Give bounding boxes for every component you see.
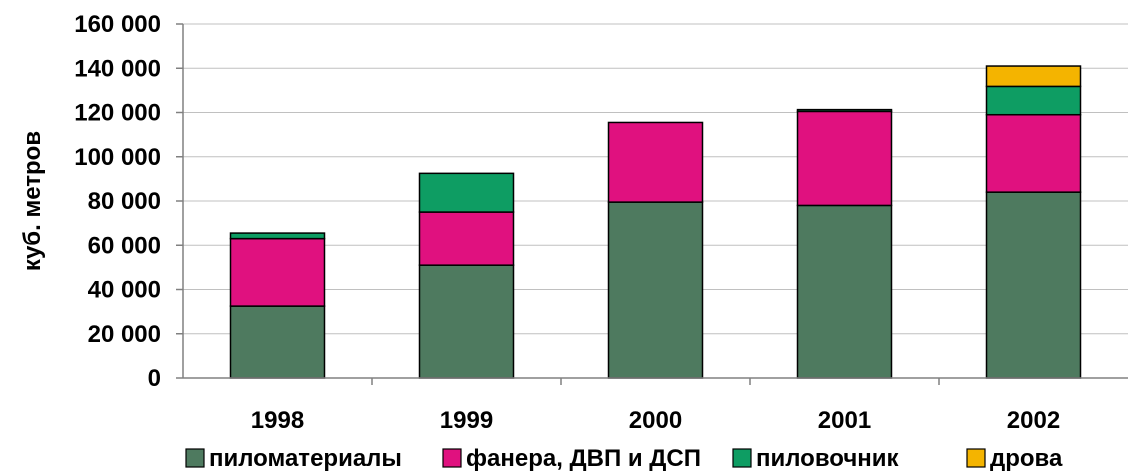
x-tick-label: 2001 xyxy=(818,407,871,434)
legend-label: пиловочник xyxy=(756,445,900,472)
y-tick-label: 20 000 xyxy=(88,321,161,348)
bar-segment xyxy=(607,121,704,203)
y-axis-tick-labels: 0 20 000 40 000 60 000 80 000 100 000 120 000 1… xyxy=(74,11,161,392)
y-tick-label: 80 000 xyxy=(88,188,161,215)
x-tick-label: 2000 xyxy=(629,407,682,434)
legend-label: фанера, ДВП и ДСП xyxy=(466,445,701,472)
bar-segment xyxy=(418,172,515,213)
y-tick-label: 160 000 xyxy=(74,11,161,38)
bar-segment xyxy=(418,264,515,379)
legend-swatch xyxy=(185,448,205,468)
y-axis-title: куб. метров xyxy=(19,131,46,271)
y-tick-label: 120 000 xyxy=(74,100,161,127)
legend-label: пиломатериалы xyxy=(209,445,402,472)
bar-segment xyxy=(985,191,1082,379)
legend-swatch xyxy=(966,448,986,468)
bar-segment xyxy=(796,108,893,113)
x-tick-label: 2002 xyxy=(1007,407,1060,434)
bar-segment xyxy=(229,305,326,379)
y-tick-label: 0 xyxy=(148,365,161,392)
bar-segment xyxy=(985,65,1082,88)
axes xyxy=(182,24,1128,379)
bar-segment xyxy=(229,232,326,240)
y-tick-label: 60 000 xyxy=(88,232,161,259)
legend-swatch xyxy=(732,448,752,468)
x-axis-tick-labels: 1998 1999 2000 2001 2002 xyxy=(251,378,1060,434)
bar-segment xyxy=(229,237,326,307)
bar-segment xyxy=(985,85,1082,116)
bar-segment xyxy=(796,110,893,207)
bar-segment xyxy=(796,204,893,379)
bar-segment xyxy=(985,113,1082,193)
bar-segment xyxy=(607,201,704,379)
legend-label: дрова xyxy=(990,445,1063,472)
x-tick-label: 1998 xyxy=(251,407,304,434)
legend-swatch xyxy=(442,448,462,468)
y-tick-label: 40 000 xyxy=(88,277,161,304)
bar-segment xyxy=(418,211,515,266)
x-tick-label: 1999 xyxy=(440,407,493,434)
legend: пиломатериалы фанера, ДВП и ДСП пиловочник… xyxy=(185,445,1063,472)
y-tick-label: 100 000 xyxy=(74,144,161,171)
y-tick-label: 140 000 xyxy=(74,55,161,82)
bars xyxy=(229,65,1082,379)
